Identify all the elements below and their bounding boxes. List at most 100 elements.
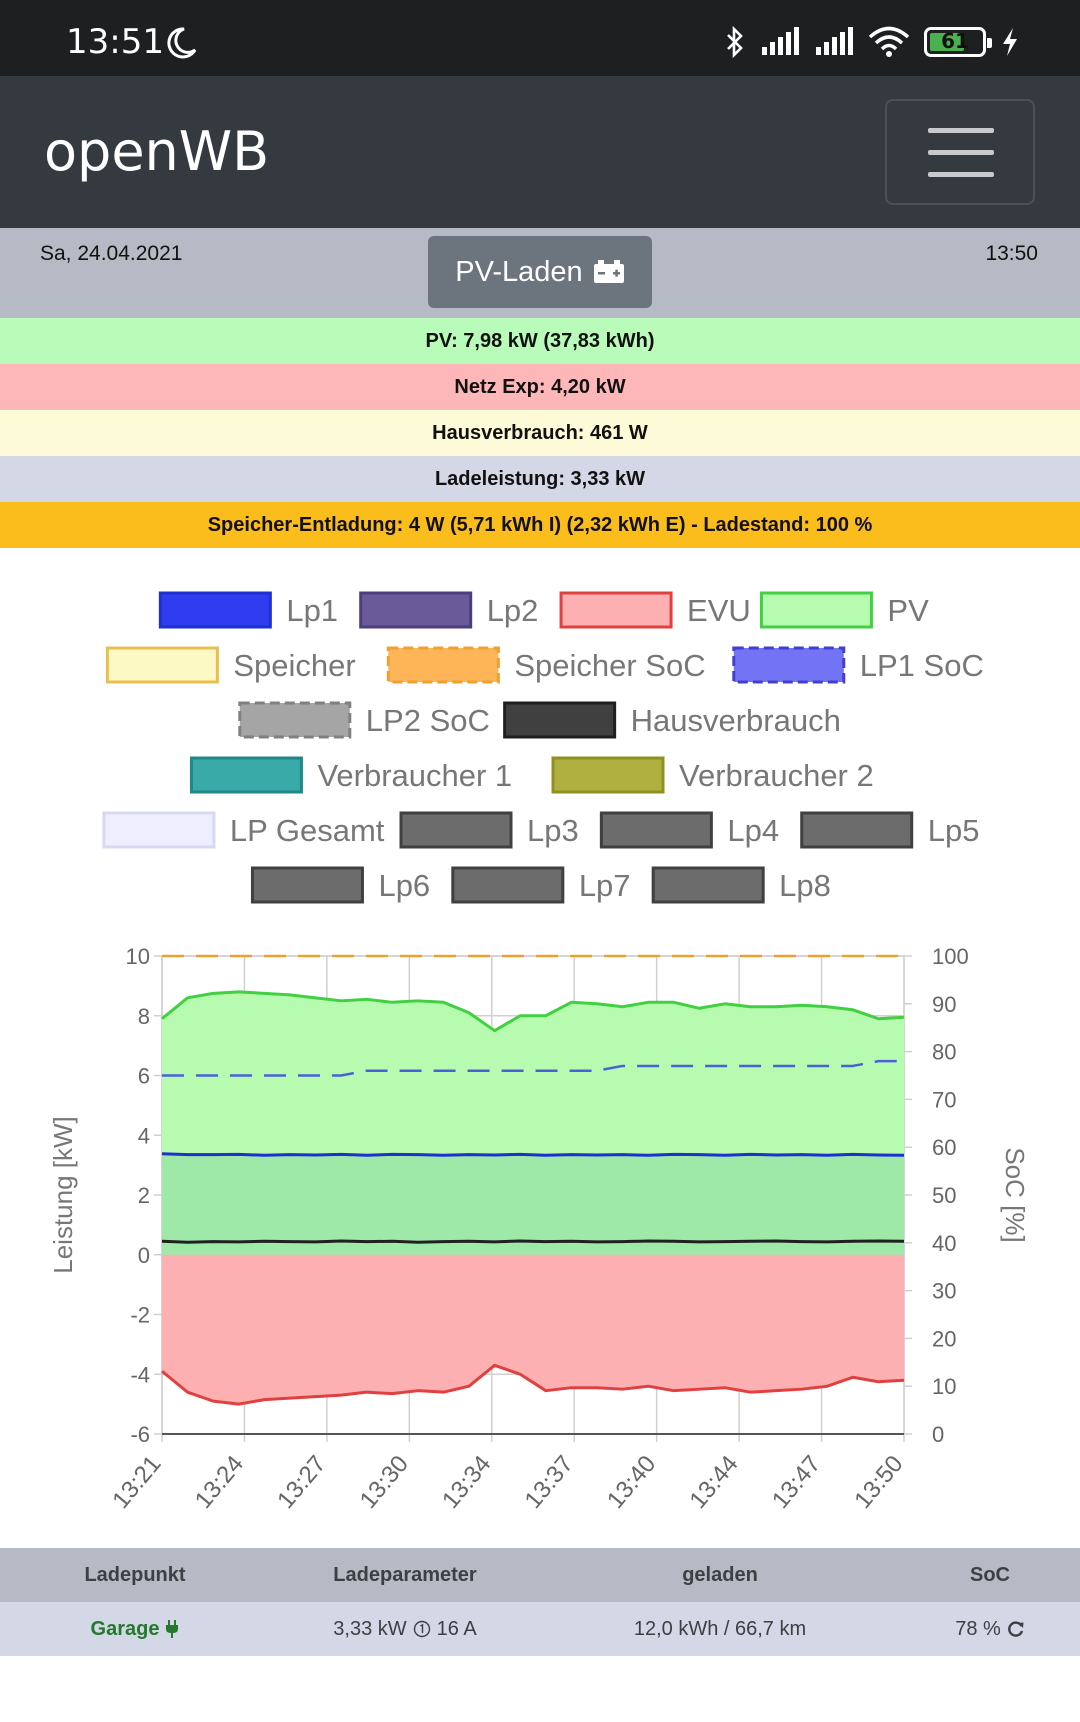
y-axis-title: Leistung [kW] [48,1116,78,1274]
series-line-hausverbrauch [161,1239,905,1244]
chargepoint-row[interactable]: Garage 3,33 kW 16 A 12,0 kWh / 66,7 km 7… [0,1602,1080,1656]
x-tick-label: 13:47 [767,1451,826,1514]
charge-current: 16 A [436,1617,477,1640]
plug-icon [166,1620,179,1638]
charging-power-bar: Ladeleistung: 3,33 kW [0,456,1080,502]
battery-icon: 61 [924,27,992,57]
signal-icon-2 [816,27,853,55]
moon-icon [167,27,197,59]
legend-swatch-lp7 [451,866,565,904]
legend-label-lp8: Lp8 [779,868,831,903]
header-ladepunkt: Ladepunkt [84,1563,186,1586]
x-tick-label: 13:40 [602,1451,661,1514]
signal-icon [762,27,799,55]
x-tick-label: 13:44 [684,1451,743,1514]
pv-info-bar: PV: 7,98 kW (37,83 kWh) [0,318,1080,364]
legend-swatch-evu [559,591,673,629]
y2-tick-label: 0 [932,1422,944,1447]
series-line-lp1 [161,1152,905,1157]
soc-cell[interactable]: 78 % [900,1602,1080,1656]
x-tick-label: 13:21 [107,1451,166,1514]
y-tick-label: 4 [138,1123,150,1148]
legend-label-lp2-soc: LP2 SoC [366,703,490,738]
y2-tick-label: 40 [932,1231,956,1256]
charge-parameter-cell: 3,33 kW 16 A [270,1602,540,1656]
header-soc: SoC [970,1563,1010,1586]
navbar: openWB [0,76,1080,228]
legend-label-lp1-soc: LP1 SoC [860,648,984,683]
legend-swatch-speicher [105,646,219,684]
y2-tick-label: 20 [932,1326,956,1351]
chargepoint-name-cell[interactable]: Garage [0,1602,270,1656]
y2-tick-label: 90 [932,992,956,1017]
x-tick-label: 13:37 [520,1451,579,1514]
y-tick-label: -6 [130,1422,150,1447]
legend-label-lp1: Lp1 [286,593,338,628]
x-tick-label: 13:24 [190,1451,249,1514]
y2-tick-label: 30 [932,1279,956,1304]
soc-value: 78 % [955,1617,1001,1640]
series-line-evu [161,1363,905,1406]
status-time: 13:51 [66,22,164,62]
legend-label-lp6: Lp6 [378,868,430,903]
y-tick-label: 10 [126,944,150,969]
legend-swatch-lp2 [359,591,473,629]
y-tick-label: -2 [130,1303,150,1328]
bluetooth-icon [727,26,743,58]
y-tick-label: 8 [138,1004,150,1029]
y2-tick-label: 60 [932,1135,956,1160]
power-chart: Lp1 Lp2 EVU PV Speicher Speicher SoC LP1 SoC LP… [48,591,1030,1514]
legend-swatch-verbraucher-2 [551,756,665,794]
y2-tick-label: 50 [932,1183,956,1208]
series-line-lp1-soc [162,1059,904,1077]
circled-1-icon [413,1620,430,1638]
legend-label-pv: PV [887,593,929,628]
legend-swatch-lp4 [599,811,713,849]
grid-info-bar: Netz Exp: 4,20 kW [0,364,1080,410]
charge-power: 3,33 kW [333,1617,407,1640]
legend-label-speicher: Speicher [233,648,355,683]
y2-axis-title: SoC [%] [1000,1147,1030,1242]
chargepoint-table-header: Ladepunkt Ladeparameter geladen SoC [0,1548,1080,1602]
x-tick-label: 13:34 [437,1451,496,1514]
legend-label-evu: EVU [687,593,751,628]
wifi-icon [868,26,910,57]
legend-swatch-lp6 [250,866,364,904]
y-tick-label: 2 [138,1183,150,1208]
current-date: Sa, 24.04.2021 [40,242,183,265]
y2-tick-label: 80 [932,1040,956,1065]
legend-swatch-lp-gesamt [102,811,216,849]
header-ladeparameter: Ladeparameter [333,1563,477,1586]
menu-toggle-button[interactable] [885,99,1035,205]
y-tick-label: 0 [138,1243,150,1268]
lp1-area [162,1153,904,1255]
car-battery-icon [593,260,624,283]
x-tick-label: 13:50 [849,1451,908,1514]
chargepoint-name[interactable]: Garage [90,1617,160,1640]
legend-swatch-hausverbrauch [503,701,617,739]
legend-swatch-lp8 [651,866,765,904]
y-tick-label: -4 [130,1362,150,1387]
series-line-pv [161,990,905,1033]
legend-swatch-speicher-soc [386,646,500,684]
y-tick-label: 6 [138,1064,150,1089]
legend-swatch-pv [759,591,873,629]
legend-label-verbraucher-1: Verbraucher 1 [317,758,512,793]
y2-tick-label: 10 [932,1374,956,1399]
y2-tick-label: 70 [932,1087,956,1112]
legend-label-lp7: Lp7 [579,868,631,903]
brand-title[interactable]: openWB [44,120,270,183]
legend-label-verbraucher-2: Verbraucher 2 [679,758,874,793]
legend-label-lp3: Lp3 [527,813,579,848]
x-tick-label: 13:27 [272,1451,331,1514]
charge-mode-button[interactable]: PV-Laden [428,236,652,308]
legend-label-speicher-soc: Speicher SoC [514,648,705,683]
x-tick-label: 13:30 [355,1451,414,1514]
legend-label-lp-gesamt: LP Gesamt [230,813,385,848]
header-geladen: geladen [682,1563,758,1586]
house-consumption-bar: Hausverbrauch: 461 W [0,410,1080,456]
refresh-icon[interactable] [1007,1620,1025,1638]
charging-icon [1003,28,1017,56]
legend-label-lp2: Lp2 [487,593,539,628]
legend-swatch-lp5 [800,811,914,849]
